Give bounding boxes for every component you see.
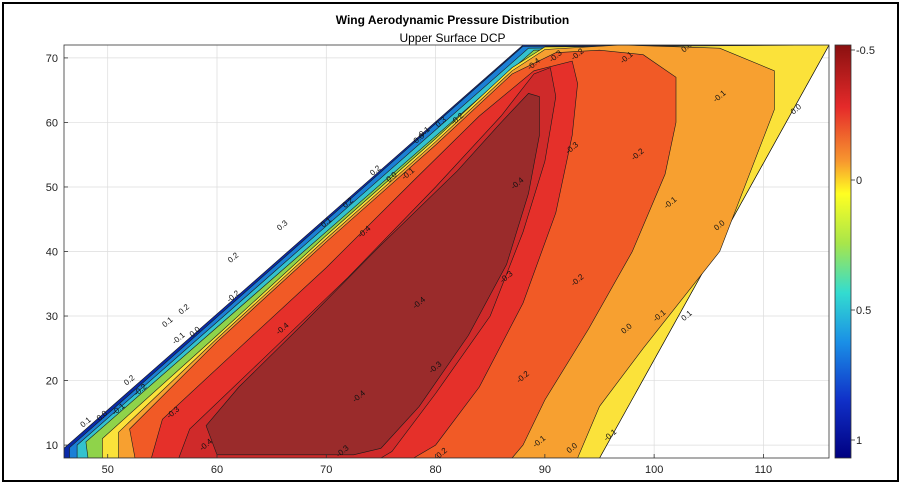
x-tick-label: 80	[429, 464, 441, 476]
x-tick-label: 70	[320, 464, 332, 476]
colorbar-tick-label: -0.5	[856, 45, 875, 57]
x-tick-label: 60	[211, 464, 223, 476]
x-axis-ticks: 50 60 70 80 90 100 110	[102, 454, 773, 476]
colorbar-tick-label: 1	[856, 435, 862, 447]
colorbar	[834, 44, 852, 459]
y-axis-ticks: 10 20 30 40 50 60 70	[46, 53, 68, 452]
chart-subtitle: Upper Surface DCP	[399, 31, 506, 45]
x-tick-label: 110	[755, 464, 773, 476]
contour-band	[205, 93, 540, 456]
colorbar-tick-label: 0.5	[856, 305, 871, 317]
y-tick-label: 70	[46, 53, 58, 65]
x-tick-label: 90	[539, 464, 551, 476]
y-tick-label: 10	[46, 440, 58, 452]
colorbar-ticks: -0.5 0 0.5 1	[851, 45, 875, 447]
y-tick-label: 30	[46, 311, 58, 323]
y-tick-label: 40	[46, 247, 58, 259]
colorbar-tick-label: 0	[856, 175, 862, 187]
contour-label: 0.0	[680, 40, 695, 54]
y-tick-label: 20	[46, 376, 58, 388]
x-tick-label: 100	[645, 464, 663, 476]
contour-bands	[64, 45, 829, 458]
y-tick-label: 50	[46, 182, 58, 194]
y-tick-label: 60	[46, 117, 58, 129]
chart-title: Wing Aerodynamic Pressure Distribution	[335, 13, 570, 27]
x-tick-label: 50	[102, 464, 114, 476]
